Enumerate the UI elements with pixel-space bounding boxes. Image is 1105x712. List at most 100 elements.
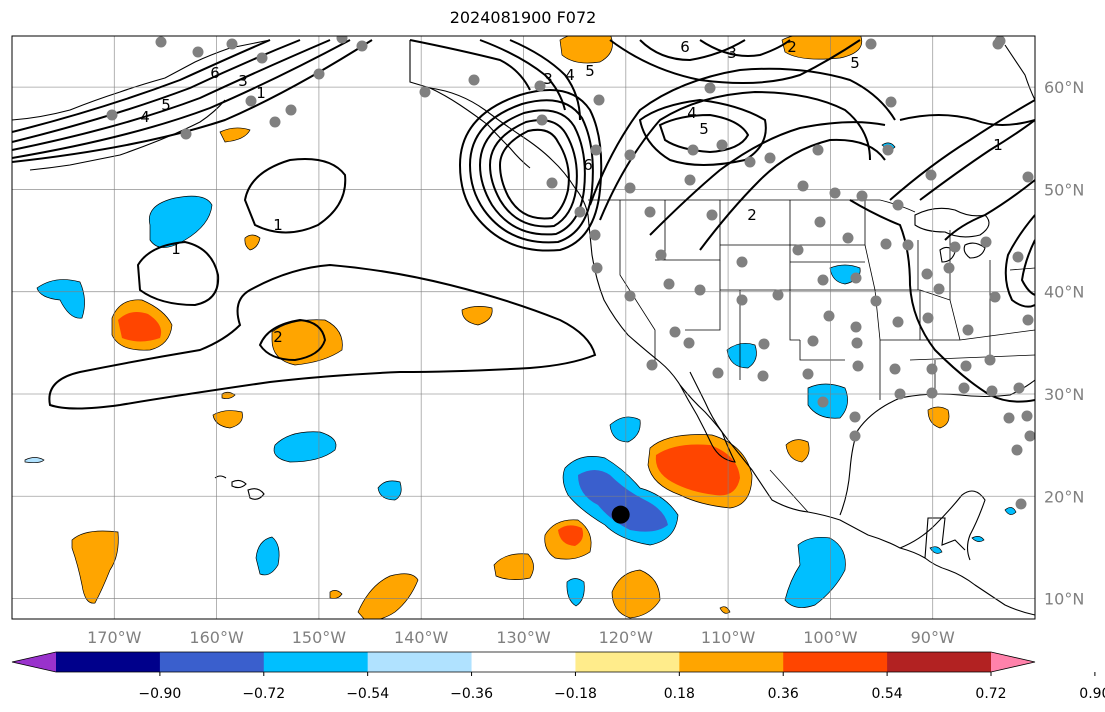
station-dot — [926, 387, 938, 399]
contour-label: 6 — [583, 156, 593, 174]
station-dot — [356, 40, 368, 52]
station-dot — [865, 38, 877, 50]
latitude-tick-label: 10°N — [1044, 590, 1084, 609]
station-dot — [792, 244, 804, 256]
colorbar-tick-label: 0.90 — [1079, 686, 1105, 702]
colorbar-tick-label: −0.54 — [346, 686, 389, 702]
map-title: 2024081900 F072 — [449, 8, 597, 27]
station-dot — [655, 249, 667, 261]
station-dot — [192, 46, 204, 58]
station-dot — [683, 337, 695, 349]
station-dot — [694, 284, 706, 296]
latitude-tick-label: 40°N — [1044, 283, 1084, 302]
station-dot — [1015, 498, 1027, 510]
station-dot — [933, 283, 945, 295]
latitude-tick-labels: 60°N 50°N 40°N 30°N 20°N 10°N — [1044, 78, 1084, 608]
colorbar-segment — [783, 652, 888, 672]
station-dot — [1024, 430, 1035, 442]
station-dot — [574, 206, 586, 218]
colorbar-segment — [263, 652, 369, 672]
station-dot — [624, 182, 636, 194]
contour-label: 6 — [680, 38, 690, 56]
station-dot — [958, 382, 970, 394]
station-dot — [823, 310, 835, 322]
colorbar-tick-label: 0.36 — [768, 686, 799, 702]
station-dot — [757, 370, 769, 382]
station-dot — [1011, 444, 1023, 456]
station-dot — [943, 262, 955, 274]
station-dot — [949, 241, 961, 253]
contour-label: 5 — [699, 120, 709, 138]
station-dot — [980, 236, 992, 248]
station-dot — [644, 206, 656, 218]
station-dot — [764, 152, 776, 164]
station-dot — [885, 96, 897, 108]
station-dot — [880, 238, 892, 250]
station-dot — [984, 354, 996, 366]
station-dot — [870, 295, 882, 307]
station-markers — [106, 36, 1035, 510]
station-dot — [684, 174, 696, 186]
contour-label: 3 — [727, 44, 737, 62]
station-dot — [744, 156, 756, 168]
station-dot — [534, 80, 546, 92]
station-dot — [986, 385, 998, 397]
station-dot — [716, 139, 728, 151]
colorbar-tick-label: 0.54 — [872, 686, 903, 702]
colorbar-extend-low — [12, 652, 56, 672]
station-dot — [842, 232, 854, 244]
longitude-tick-label: 140°W — [394, 628, 449, 647]
station-dot — [687, 144, 699, 156]
colorbar-tick-label: −0.72 — [242, 686, 285, 702]
longitude-tick-labels: 170°W 160°W 150°W 140°W 130°W 120°W 110°W 100°W… — [87, 628, 955, 647]
colorbar-tick-label: −0.90 — [138, 686, 181, 702]
station-dot — [245, 95, 257, 107]
station-dot — [892, 199, 904, 211]
station-dot — [892, 316, 904, 328]
colorbar: −0.90 −0.72 −0.54 −0.36 −0.18 0.18 0.36 0.54 0.7… — [11, 651, 1105, 702]
station-dot — [269, 116, 281, 128]
longitude-tick-label: 150°W — [292, 628, 347, 647]
station-dot — [1022, 171, 1034, 183]
station-dot — [468, 74, 480, 86]
longitude-tick-label: 100°W — [803, 628, 858, 647]
station-dot — [797, 180, 809, 192]
contour-label: 1 — [171, 240, 181, 258]
station-dot — [1003, 412, 1015, 424]
colorbar-outline — [11, 651, 1036, 673]
contour-label: 2 — [747, 206, 757, 224]
contour-label: 1 — [273, 216, 283, 234]
latitude-tick-label: 60°N — [1044, 78, 1084, 97]
contour-label: 2 — [787, 38, 797, 56]
station-dot — [812, 144, 824, 156]
station-dot — [962, 324, 974, 336]
contour-label: 3 — [543, 70, 553, 88]
colorbar-segment — [56, 652, 161, 672]
station-dot — [850, 272, 862, 284]
station-dot — [889, 363, 901, 375]
colorbar-segment — [471, 652, 576, 672]
contour-label: 4 — [687, 104, 697, 122]
station-dot — [624, 290, 636, 302]
station-dot — [591, 262, 603, 274]
station-dot — [590, 144, 602, 156]
contour-label: 1 — [256, 84, 266, 102]
longitude-tick-label: 160°W — [189, 628, 244, 647]
station-dot — [902, 239, 914, 251]
station-dot — [925, 169, 937, 181]
colorbar-segment — [887, 652, 992, 672]
colorbar-segment — [679, 652, 784, 672]
station-dot — [155, 36, 167, 48]
contour-labels: 1 1 2 4 5 6 3 1 3 4 5 6 6 3 2 5 4 5 2 1 — [140, 38, 1003, 346]
station-dot — [536, 114, 548, 126]
station-dot — [807, 335, 819, 347]
contour-label: 2 — [273, 328, 283, 346]
contour-label: 5 — [585, 62, 595, 80]
station-dot — [758, 338, 770, 350]
station-dot — [814, 216, 826, 228]
station-dot — [593, 94, 605, 106]
storm-center-marker — [611, 505, 630, 524]
station-dot — [802, 368, 814, 380]
station-dot — [313, 68, 325, 80]
